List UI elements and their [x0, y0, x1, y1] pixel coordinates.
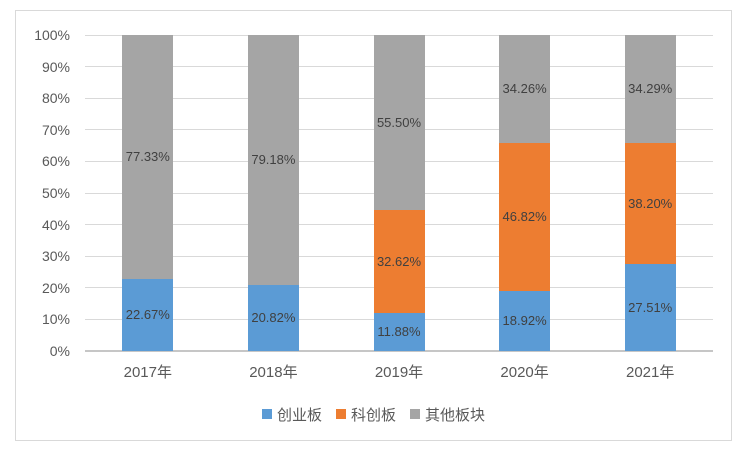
legend-item: 其他板块 — [410, 404, 485, 425]
y-axis-tick-label: 60% — [41, 153, 70, 170]
data-label: 11.88% — [377, 324, 421, 340]
y-axis-tick-label: 100% — [34, 27, 70, 43]
data-label: 22.67% — [125, 307, 170, 323]
y-axis-tick-label: 10% — [41, 311, 70, 328]
data-label: 77.33% — [125, 149, 170, 165]
x-axis-category-label: 2021年 — [626, 364, 675, 381]
data-label: 38.20% — [628, 195, 673, 211]
data-label: 27.51% — [628, 299, 673, 315]
legend-swatch-icon — [410, 409, 420, 419]
legend-swatch-icon — [261, 409, 272, 419]
x-axis-category-label: 2020年 — [500, 364, 549, 381]
data-label: 55.50% — [376, 114, 422, 130]
y-axis-tick-label: 40% — [41, 216, 70, 233]
data-label: 34.26% — [502, 81, 547, 97]
legend-label: 其他板块 — [425, 406, 486, 424]
data-label: 20.82% — [251, 310, 296, 326]
legend-swatch-icon — [335, 409, 346, 419]
bar-segment — [122, 35, 174, 280]
data-label: 46.82% — [502, 209, 547, 225]
bar-segment — [624, 35, 676, 144]
bar-segment — [624, 264, 676, 351]
y-axis-tick-label: 50% — [41, 185, 70, 201]
legend-label: 创业板 — [276, 406, 322, 424]
x-axis-category-label: 2019年 — [374, 364, 424, 381]
y-axis-tick-label: 70% — [41, 121, 70, 138]
y-axis-tick-label: 80% — [41, 90, 70, 107]
bar-segment — [499, 291, 551, 351]
legend-label: 科创板 — [350, 406, 396, 424]
bar-segment — [499, 143, 551, 292]
bar-segment — [373, 210, 425, 314]
bar-segment — [373, 35, 425, 211]
data-label: 34.29% — [628, 81, 673, 97]
data-label: 79.18% — [251, 152, 296, 168]
y-axis-tick-label: 0% — [49, 343, 70, 359]
x-axis-line — [85, 350, 713, 352]
bar-segment — [122, 279, 174, 351]
bar-segment — [624, 143, 676, 265]
data-label: 18.92% — [502, 313, 547, 329]
bar-segment — [499, 35, 551, 144]
bar-segment — [373, 313, 425, 351]
bar-segment — [247, 35, 299, 286]
plot-area: 0% 10% 20% 30% 40% 50% 60% 70% 80% 90% 100% 22.67% 7… — [16, 11, 731, 440]
legend-item: 科创板 — [335, 404, 396, 425]
x-axis-category-label: 2017年 — [123, 364, 172, 381]
y-axis-tick-label: 30% — [41, 248, 70, 265]
y-axis-tick-label: 20% — [41, 279, 70, 296]
bar-segment — [247, 285, 299, 351]
legend: 创业板 科创板 其他板块 — [16, 404, 731, 424]
data-label: 32.62% — [376, 253, 422, 269]
chart-container: 0% 10% 20% 30% 40% 50% 60% 70% 80% 90% 100% 22.67% 7… — [15, 10, 732, 441]
y-axis-tick-label: 90% — [41, 58, 70, 75]
legend-item: 创业板 — [261, 404, 322, 425]
x-axis-category-label: 2018年 — [249, 364, 298, 381]
